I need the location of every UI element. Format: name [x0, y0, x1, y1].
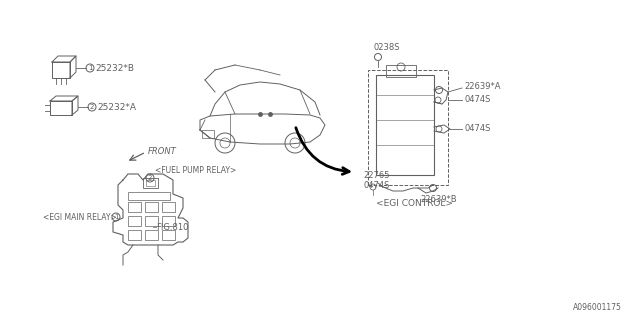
- Bar: [368, 70, 448, 185]
- Text: <EGI MAIN RELAY>: <EGI MAIN RELAY>: [43, 212, 116, 221]
- Bar: [162, 202, 175, 212]
- Bar: [128, 192, 170, 200]
- Text: 1: 1: [88, 65, 92, 71]
- Text: <FUEL PUMP RELAY>: <FUEL PUMP RELAY>: [155, 165, 236, 174]
- Text: 22639*B: 22639*B: [420, 195, 456, 204]
- Text: 2: 2: [148, 175, 152, 181]
- Bar: [376, 75, 434, 175]
- Text: FRONT: FRONT: [148, 147, 177, 156]
- Bar: [52, 62, 70, 78]
- Text: 1: 1: [114, 214, 118, 220]
- Text: 2: 2: [90, 104, 94, 110]
- Text: 0474S: 0474S: [464, 124, 490, 132]
- Text: A096001175: A096001175: [573, 303, 622, 312]
- Text: 25232*B: 25232*B: [95, 63, 134, 73]
- Text: 0474S: 0474S: [363, 180, 389, 189]
- Text: 25232*A: 25232*A: [97, 102, 136, 111]
- Text: 0238S: 0238S: [373, 43, 399, 52]
- Bar: [146, 180, 155, 186]
- Text: 22639*A: 22639*A: [464, 82, 500, 91]
- Text: FIG.810: FIG.810: [156, 222, 188, 231]
- Bar: [145, 216, 158, 226]
- Bar: [128, 216, 141, 226]
- Bar: [162, 216, 175, 226]
- Bar: [386, 65, 416, 77]
- Bar: [143, 178, 158, 188]
- Bar: [128, 230, 141, 240]
- Text: 0474S: 0474S: [464, 94, 490, 103]
- Bar: [145, 230, 158, 240]
- Bar: [50, 101, 72, 115]
- Bar: [162, 230, 175, 240]
- Bar: [202, 130, 214, 138]
- Bar: [145, 202, 158, 212]
- Bar: [128, 202, 141, 212]
- Text: 22765: 22765: [363, 171, 390, 180]
- Text: <EGI CONTROL>: <EGI CONTROL>: [376, 198, 453, 207]
